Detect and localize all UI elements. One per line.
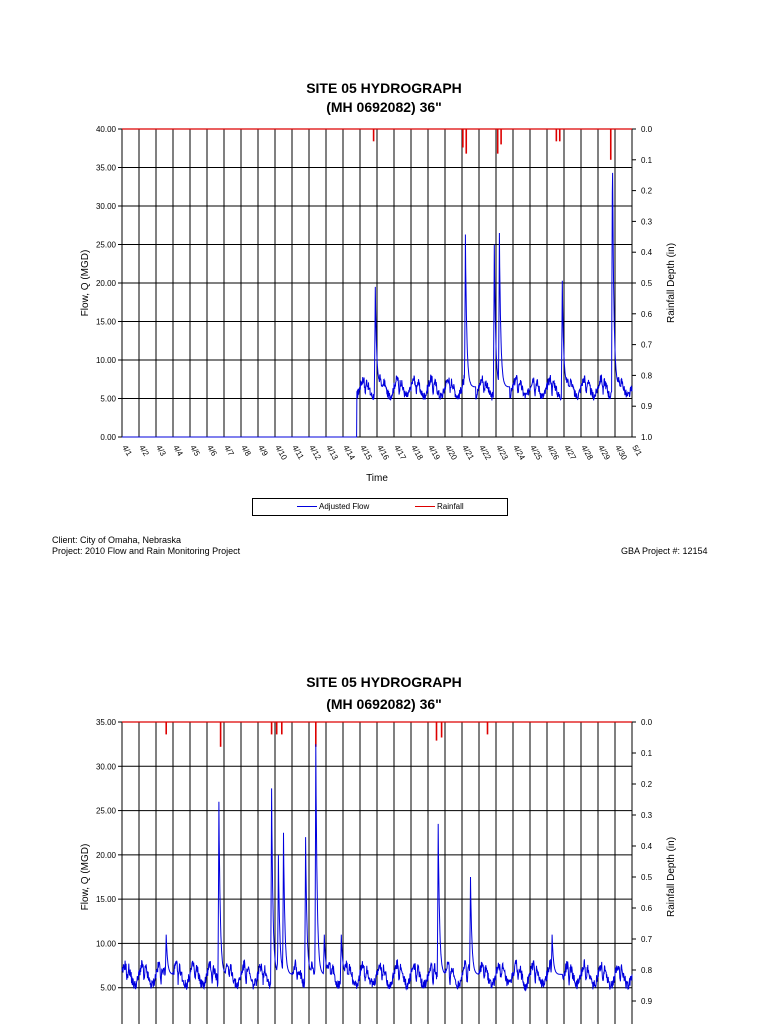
y-tick-label: 15.00 [96, 318, 117, 327]
rainfall-bar [462, 129, 464, 148]
y2-tick-label: 0.6 [641, 904, 653, 913]
legend-swatch-rainfall [415, 506, 435, 507]
flow-series-line [122, 172, 633, 438]
rainfall-bar [486, 722, 489, 735]
flow-series-line [121, 744, 633, 992]
y2-tick-label: 0.8 [641, 966, 653, 975]
y-tick-label: 35.00 [96, 718, 117, 727]
y2-tick-label: 0.2 [641, 780, 653, 789]
rainfall-bar [555, 129, 558, 142]
rainfall-bar [372, 129, 375, 142]
y-tick-label: 10.00 [96, 356, 117, 365]
y2-tick-label: 0.9 [641, 402, 653, 411]
y2-tick-label: 0.9 [641, 997, 653, 1006]
y2-tick-label: 0.8 [641, 371, 653, 380]
rainfall-bar [609, 129, 612, 160]
rainfall-bar [558, 129, 561, 142]
y2-tick-label: 0.1 [641, 156, 653, 165]
y2-axis-title: Rainfall Depth (in) [666, 837, 677, 917]
y2-tick-label: 0.0 [641, 718, 653, 727]
footer-project: Project: 2010 Flow and Rain Monitoring P… [52, 546, 241, 556]
rainfall-bar [465, 129, 468, 154]
y-tick-label: 0.00 [100, 433, 116, 442]
rainfall-bar [435, 722, 438, 741]
y-tick-label: 20.00 [96, 851, 117, 860]
legend-item-rainfall: Rainfall [415, 502, 464, 511]
x-axis-title: Time [366, 473, 388, 484]
rainfall-bar [281, 722, 283, 735]
y2-tick-label: 0.2 [641, 187, 653, 196]
chart1-legend: Adjusted Flow Rainfall [252, 498, 508, 516]
y2-tick-label: 0.6 [641, 310, 653, 319]
y-tick-label: 15.00 [96, 895, 117, 904]
y-tick-label: 5.00 [100, 984, 116, 993]
legend-item-flow: Adjusted Flow [297, 502, 369, 511]
legend-label-flow: Adjusted Flow [319, 502, 370, 511]
rainfall-bar [440, 722, 443, 738]
rainfall-bar [219, 722, 222, 747]
chart2-title-line1: SITE 05 HYDROGRAPH [306, 674, 462, 690]
y2-tick-label: 0.4 [641, 248, 653, 257]
chart1-title-line2: (MH 0692082) 36" [326, 99, 442, 115]
rainfall-bar [500, 129, 502, 145]
legend-label-rainfall: Rainfall [437, 502, 464, 511]
y2-tick-label: 1.0 [641, 433, 653, 442]
y2-axis-title: Rainfall Depth (in) [666, 243, 677, 323]
y-axis-title: Flow, Q (MGD) [80, 844, 91, 911]
rainfall-bar [315, 722, 317, 747]
y2-tick-label: 0.5 [641, 873, 653, 882]
y-axis-title: Flow, Q (MGD) [80, 250, 91, 317]
y-tick-label: 5.00 [100, 395, 116, 404]
y2-tick-label: 0.3 [641, 811, 653, 820]
chart1-title-line1: SITE 05 HYDROGRAPH [306, 80, 462, 96]
y-tick-label: 25.00 [96, 807, 117, 816]
rainfall-bar [165, 722, 167, 735]
y2-tick-label: 0.5 [641, 279, 653, 288]
y2-tick-label: 0.3 [641, 217, 653, 226]
y-tick-label: 40.00 [96, 125, 117, 134]
rainfall-bar [275, 722, 278, 735]
legend-swatch-flow [297, 506, 317, 507]
rainfall-bar [496, 129, 499, 154]
y2-tick-label: 0.0 [641, 125, 653, 134]
y-tick-label: 30.00 [96, 762, 117, 771]
rainfall-bar [270, 722, 273, 735]
y2-tick-label: 0.7 [641, 341, 653, 350]
y2-tick-label: 0.1 [641, 749, 653, 758]
y2-tick-label: 0.7 [641, 935, 653, 944]
footer-gba-project: GBA Project #: 12154 [621, 546, 708, 556]
y-tick-label: 10.00 [96, 939, 117, 948]
chart1-plot: 40.00 35.00 30.00 25.00 20.00 15.00 10.00 5.00 0… [80, 125, 677, 484]
y-tick-label: 35.00 [96, 164, 117, 173]
y2-tick-label: 0.4 [641, 842, 653, 851]
y-tick-label: 25.00 [96, 241, 117, 250]
y-tick-label: 30.00 [96, 202, 117, 211]
y-tick-label: 20.00 [96, 279, 117, 288]
footer-client: Client: City of Omaha, Nebraska [52, 535, 182, 545]
chart2-title-line2: (MH 0692082) 36" [326, 696, 442, 712]
